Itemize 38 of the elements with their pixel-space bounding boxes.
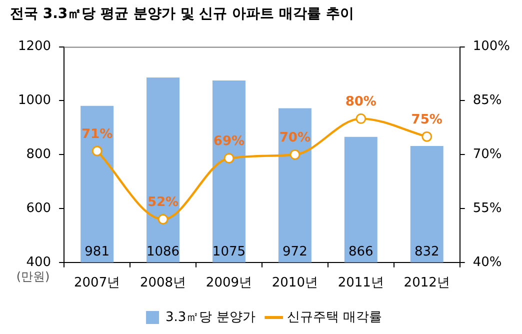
- y-axis-title: (만원): [16, 270, 50, 284]
- point: [224, 152, 234, 164]
- y-tick-label: 600: [26, 200, 52, 216]
- data-label: 1075: [212, 244, 246, 260]
- x-tick-label: 2010년: [272, 276, 318, 291]
- legend-label: 신규주택 매각률: [286, 310, 382, 325]
- x-tick-label: 2012년: [404, 276, 450, 291]
- chart-title: 전국 3.3㎡당 평균 분양가 및 신규 아파트 매각률 추이: [10, 6, 354, 22]
- data-label: 981: [84, 244, 110, 260]
- x-tick-label: 2007년: [74, 276, 120, 291]
- y2-tick-label: 55%: [472, 200, 502, 216]
- data-label: 69%: [213, 134, 245, 150]
- data-label: 75%: [411, 112, 442, 128]
- point: [356, 113, 366, 124]
- data-label: 1086: [146, 244, 180, 260]
- y-tick-label: 800: [26, 146, 52, 162]
- x-tick-label: 2008년: [140, 276, 186, 291]
- data-label: 70%: [279, 130, 310, 146]
- y-tick-label: 1200: [18, 39, 52, 54]
- point: [158, 214, 168, 225]
- y2-tick-label: 40%: [472, 254, 502, 270]
- y2-tick-label: 70%: [472, 146, 502, 162]
- y-tick-label: 400: [26, 254, 52, 270]
- data-label: 866: [348, 244, 374, 260]
- y-tick-label: 1000: [18, 93, 52, 108]
- y2-tick-label: 85%: [472, 93, 502, 108]
- data-label: 972: [282, 244, 308, 260]
- data-label: 71%: [82, 126, 113, 142]
- legend-label: 3.3㎡당 분양가: [166, 310, 256, 325]
- point: [92, 146, 102, 156]
- y2-tick-label: 100%: [472, 39, 510, 54]
- point: [422, 131, 432, 142]
- data-label: 80%: [345, 94, 376, 110]
- x-tick-label: 2009년: [206, 276, 252, 291]
- data-label: 52%: [147, 195, 179, 210]
- point: [290, 149, 300, 160]
- data-label: 832: [414, 244, 440, 260]
- x-tick-label: 2011년: [338, 276, 384, 291]
